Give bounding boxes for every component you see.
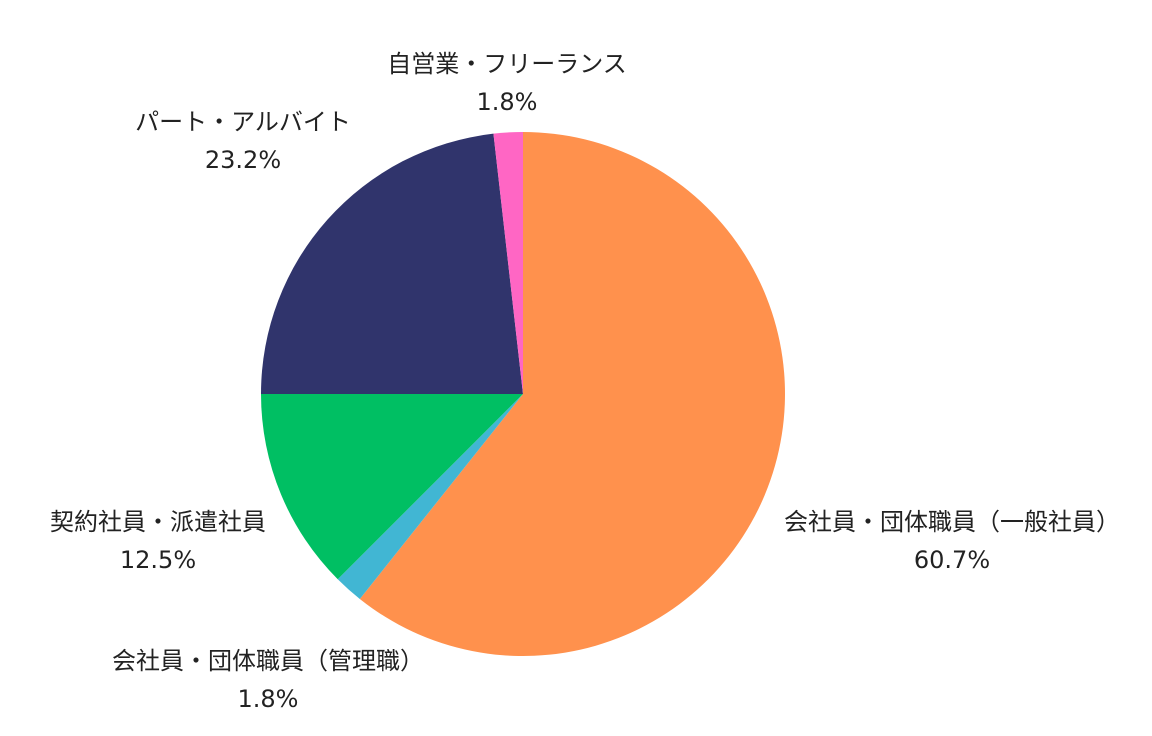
slice-value-label-4: 1.8% (477, 88, 538, 116)
slice-value-label-0: 60.7% (914, 546, 990, 574)
slice-value-label-2: 12.5% (120, 546, 196, 574)
pie-slices (261, 131, 785, 656)
slice-label-0: 会社員・団体職員（一般社員） (784, 508, 1120, 536)
slice-label-3: パート・アルバイト (135, 108, 351, 136)
pie-slice-1 (337, 394, 523, 599)
pie-slice-2 (261, 394, 523, 580)
slice-label-1: 会社員・団体職員（管理職） (112, 647, 424, 675)
slice-label-2: 契約社員・派遣社員 (50, 508, 266, 536)
slice-value-label-3: 23.2% (205, 146, 281, 174)
pie-slice-3 (261, 133, 523, 395)
slice-value-label-1: 1.8% (238, 685, 299, 713)
slice-labels: 会社員・団体職員（一般社員） 60.7% 会社員・団体職員（管理職） 1.8% 契約社員… (50, 50, 1120, 713)
pie-slice-4 (493, 131, 523, 394)
pie-slice-0 (359, 132, 785, 656)
slice-label-4: 自営業・フリーランス (387, 50, 627, 78)
